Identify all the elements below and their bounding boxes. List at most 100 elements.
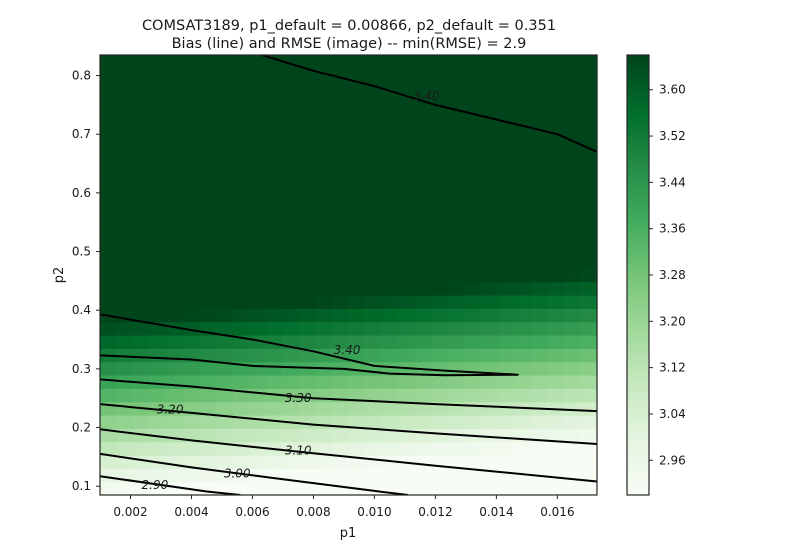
heatmap-cell [464, 161, 482, 176]
heatmap-cell [298, 215, 316, 229]
heatmap-cell [365, 161, 383, 176]
heatmap-cell [116, 268, 134, 283]
heatmap-cell [514, 348, 532, 363]
title: COMSAT3189, p1_default = 0.00866, p2_def… [142, 18, 556, 52]
heatmap-cell [215, 321, 234, 336]
heatmap-cell [315, 375, 333, 389]
heatmap-cell [481, 95, 499, 109]
heatmap-cell [414, 241, 432, 256]
heatmap-cell [182, 241, 200, 256]
heatmap-cell [199, 468, 217, 483]
heatmap-cell [116, 281, 134, 296]
heatmap-cell [447, 348, 466, 363]
heatmap-cell [315, 241, 333, 256]
heatmap-cell [315, 215, 333, 229]
heatmap-cell [282, 428, 300, 443]
heatmap-cell [530, 255, 548, 269]
heatmap-cell [447, 268, 466, 283]
heatmap-cell [514, 308, 532, 323]
heatmap-cell [381, 401, 399, 416]
heatmap-cell [298, 308, 316, 323]
heatmap-cell [215, 241, 234, 256]
heatmap-cell [199, 175, 217, 189]
heatmap-cell [398, 401, 416, 416]
heatmap-cell [481, 228, 499, 243]
heatmap-cell [232, 175, 250, 189]
heatmap-cell [547, 148, 565, 163]
heatmap-cell [265, 468, 283, 483]
heatmap-cell [232, 121, 250, 136]
heatmap-cell [265, 241, 283, 256]
heatmap-cell [530, 268, 548, 283]
heatmap-cell [100, 295, 118, 309]
heatmap-cell [481, 81, 499, 96]
heatmap-cell [447, 468, 466, 483]
heatmap-cell [580, 81, 598, 96]
heatmap-cell [331, 481, 350, 496]
heatmap-cell [481, 188, 499, 203]
heatmap-cell [215, 415, 234, 429]
x-tick-label: 0.008 [296, 505, 330, 519]
heatmap-cell [580, 441, 598, 456]
heatmap-cell [331, 401, 350, 416]
heatmap-cell [431, 348, 449, 363]
heatmap-cell [298, 135, 316, 149]
heatmap-cell [133, 55, 151, 69]
heatmap-cell [447, 308, 466, 323]
heatmap-cell [580, 401, 598, 416]
heatmap-cell [331, 308, 350, 323]
heatmap-cell [282, 281, 300, 296]
heatmap-cell [530, 81, 548, 96]
heatmap-cell [398, 268, 416, 283]
heatmap-cell [414, 335, 432, 349]
heatmap-cell [232, 161, 250, 176]
heatmap-cell [530, 135, 548, 149]
heatmap-cell [249, 148, 267, 163]
heatmap-cell [414, 161, 432, 176]
heatmap-cell [100, 441, 118, 456]
heatmap-cell [398, 308, 416, 323]
heatmap-cell [447, 135, 466, 149]
heatmap-cell [298, 81, 316, 96]
heatmap-cell [116, 428, 134, 443]
heatmap-cell [381, 308, 399, 323]
heatmap-cell [298, 455, 316, 469]
heatmap-cell [331, 55, 350, 69]
heatmap-cell [348, 135, 366, 149]
heatmap-cell [298, 255, 316, 269]
heatmap-cell [298, 68, 316, 83]
heatmap-cell [116, 255, 134, 269]
heatmap-cell [182, 108, 200, 123]
colorbar-tick-label: 3.52 [659, 129, 686, 143]
heatmap-cell [215, 295, 234, 309]
heatmap-cell [447, 375, 466, 389]
heatmap-cell [381, 161, 399, 176]
heatmap-cell [249, 81, 267, 96]
heatmap-cell [431, 108, 449, 123]
heatmap-cell [514, 295, 532, 309]
heatmap-cell [580, 175, 598, 189]
heatmap-cell [100, 468, 118, 483]
heatmap-cell [182, 455, 200, 469]
heatmap-cell [232, 441, 250, 456]
heatmap-cell [249, 401, 267, 416]
heatmap-cell [182, 441, 200, 456]
heatmap-cell [381, 375, 399, 389]
heatmap-cell [580, 428, 598, 443]
heatmap-cell [100, 321, 118, 336]
heatmap-cell [431, 188, 449, 203]
heatmap-cell [348, 95, 366, 109]
heatmap-cell [315, 308, 333, 323]
heatmap-cell [464, 268, 482, 283]
heatmap-cell [199, 228, 217, 243]
heatmap-cell [215, 428, 234, 443]
heatmap-cell [315, 161, 333, 176]
heatmap-cell [365, 428, 383, 443]
heatmap-cell [282, 348, 300, 363]
heatmap-cell [133, 81, 151, 96]
heatmap-cell [398, 375, 416, 389]
heatmap-cell [431, 175, 449, 189]
heatmap-cell [414, 215, 432, 229]
heatmap-cell [182, 255, 200, 269]
heatmap-cell [398, 388, 416, 403]
